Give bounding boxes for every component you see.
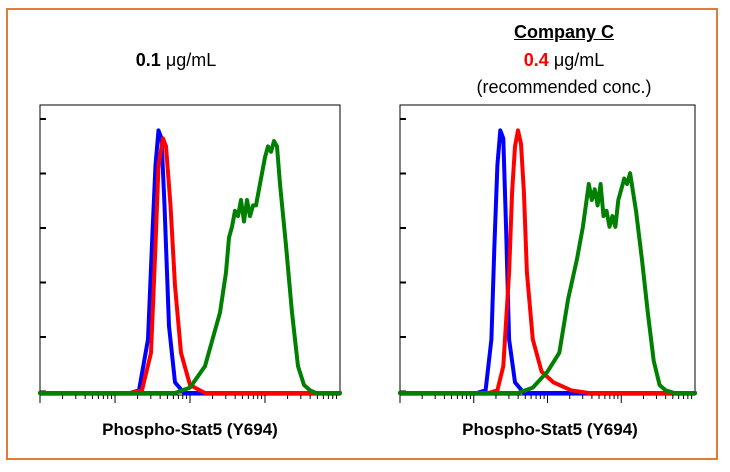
panel-2-conc-value: 0.4 [523,50,549,70]
panel-1-concentration: 0.1 μg/mL [76,50,276,71]
panel-2-conc-unit: μg/mL [553,50,605,70]
panel-1-xlabel: Phospho-Stat5 (Y694) [102,420,278,439]
panel-1-series-2-line [38,136,342,395]
panel-2-series-1-line [398,128,697,395]
panel-2-concentration: 0.4 μg/mL [464,50,664,71]
figure-frame [6,8,718,460]
panel-2-xlabel: Phospho-Stat5 (Y694) [462,420,638,439]
panel-2-series-2-line [398,128,697,395]
panel-1-conc-value: 0.1 [135,50,161,70]
panel-2-note: (recommended conc.) [476,77,652,97]
panel-1-conc-unit: μg/mL [165,50,217,70]
panel-2-company: Company C [513,22,614,42]
panel-1-series-3-line [38,139,342,395]
panel-2-series-3-line [398,171,697,395]
